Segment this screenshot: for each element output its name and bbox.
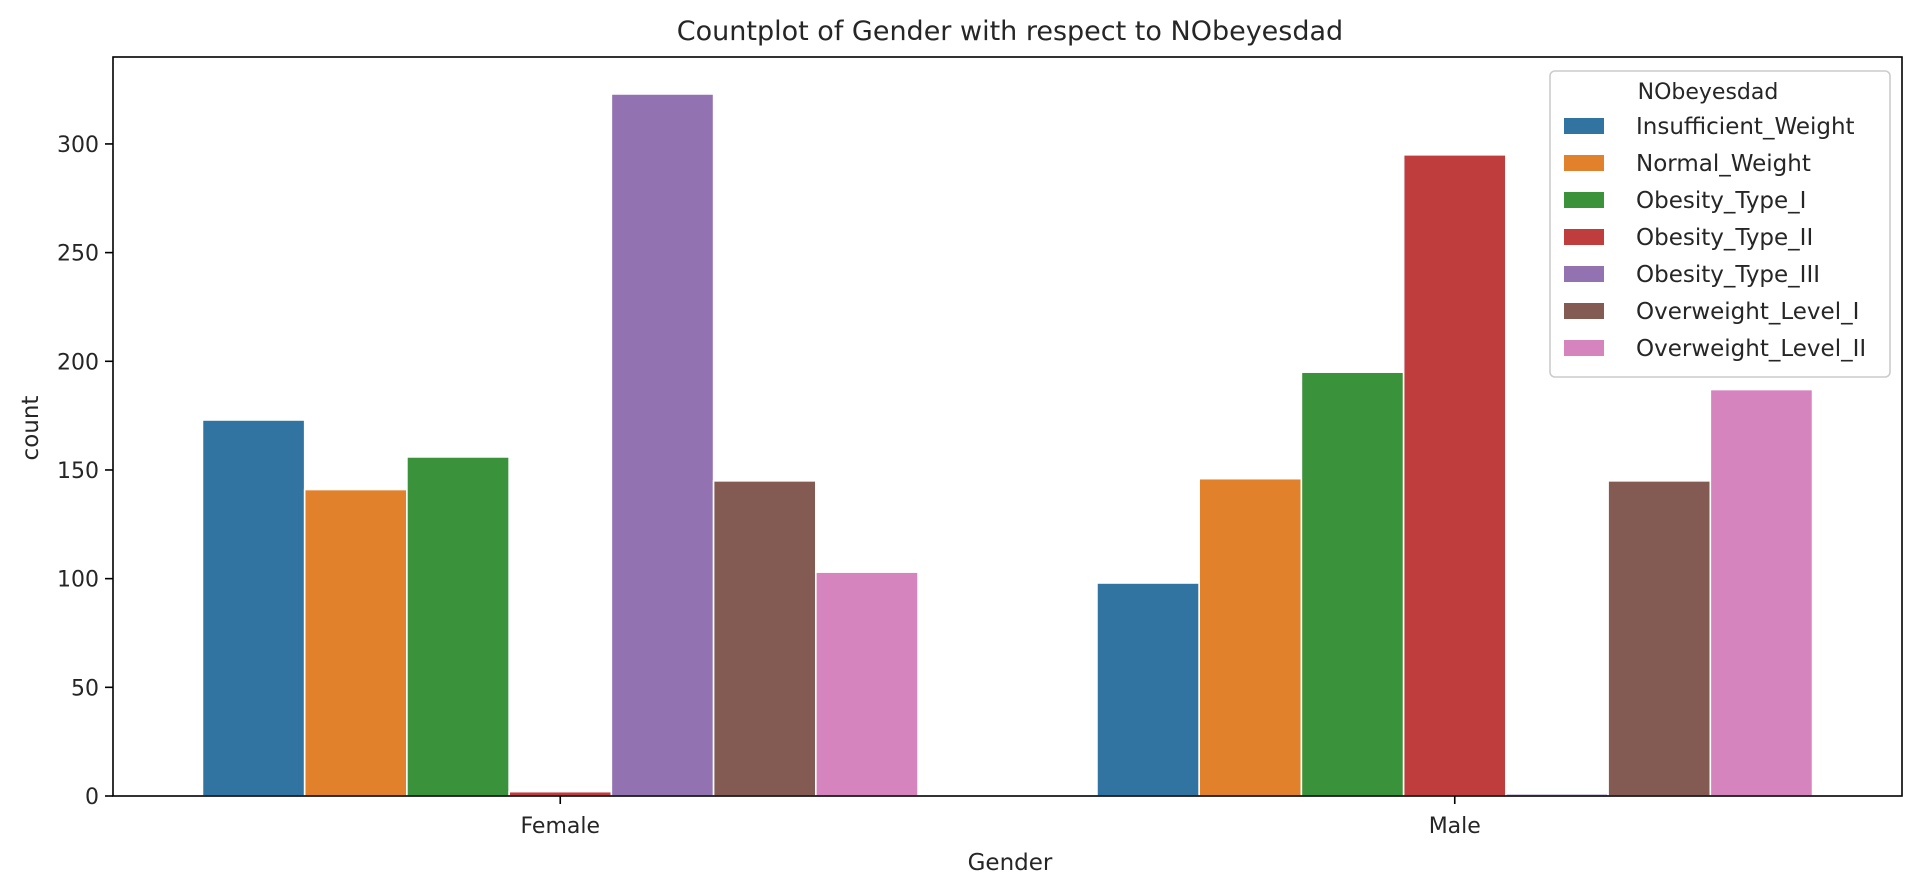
chart-title: Countplot of Gender with respect to NObe… [677,16,1343,47]
legend-item-obesity-type-iii: Obesity_Type_III [1636,262,1820,288]
legend-item-normal-weight: Normal_Weight [1636,151,1811,177]
legend-item-obesity-type-ii: Obesity_Type_II [1636,225,1813,251]
bar-overweight-level-i-female [712,480,817,797]
bar-overweight-level-i-male [1607,480,1712,797]
legend-box [1549,70,1891,378]
legend-item-overweight-level-i: Overweight_Level_I [1636,299,1859,325]
bar-overweight-level-ii-male [1709,388,1814,797]
x-tick-label-female: Female [520,814,600,839]
legend-swatch [1564,118,1604,134]
legend-item-overweight-level-ii: Overweight_Level_II [1636,336,1866,362]
legend-swatch [1564,229,1604,245]
bar-overweight-level-ii-female [815,571,919,797]
bar-normal-weight-female [303,488,408,797]
y-tick-label: 0 [85,785,99,810]
x-axis-label: Gender [968,850,1053,876]
y-tick-label: 300 [57,133,99,158]
y-tick-label: 200 [57,350,99,375]
legend-title: NObeyesdad [1638,80,1779,105]
bar-insufficient-weight-male [1096,582,1200,797]
legend-item-obesity-type-i: Obesity_Type_I [1636,188,1806,214]
legend: NObeyesdad Insufficient_Weight Normal_Weig… [1549,70,1891,378]
bar-normal-weight-male [1198,477,1303,797]
legend-swatch [1564,155,1604,171]
bar-obesity-type-iii-female [610,93,715,797]
x-tick-label-male: Male [1429,814,1481,839]
legend-item-insufficient-weight: Insufficient_Weight [1636,114,1855,140]
y-tick-label: 100 [57,568,99,593]
y-tick-label: 250 [57,242,99,267]
plot-frame [112,56,1903,797]
legend-swatch [1564,303,1604,319]
bar-obesity-type-ii-male [1402,154,1507,797]
y-tick-label: 150 [57,459,99,484]
legend-swatch [1564,340,1604,356]
y-tick-label: 50 [71,676,99,701]
legend-swatch [1564,266,1604,282]
bars-layer [201,93,1814,797]
y-axis: 0 50 100 150 200 250 300 [57,133,113,810]
bar-insufficient-weight-female [201,419,306,797]
bar-obesity-type-i-female [406,456,510,797]
x-axis: Female Male [520,796,1481,839]
bar-obesity-type-i-male [1300,371,1405,797]
legend-swatch [1564,192,1604,208]
y-axis-label: count [18,396,44,461]
